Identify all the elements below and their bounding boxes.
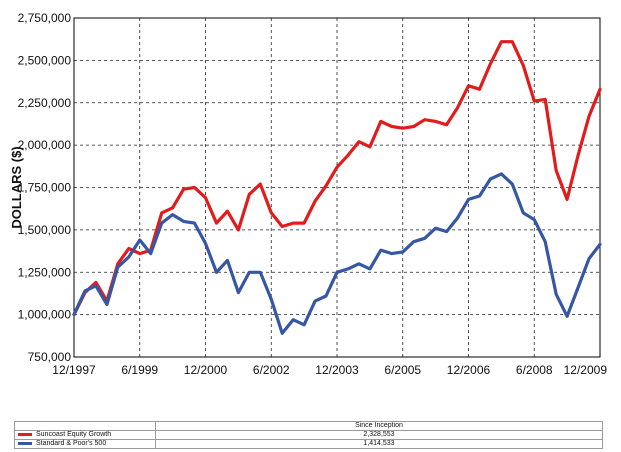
y-tick-label: 1,000,000 <box>18 308 72 322</box>
y-tick-label: 1,250,000 <box>18 265 72 279</box>
x-tick-label: 12/1997 <box>52 363 96 377</box>
x-tick-label: 12/2000 <box>184 363 228 377</box>
table-value: 1,414,533 <box>155 439 603 449</box>
legend-entry: Standard & Poor's 500 <box>14 439 156 449</box>
since-inception-header: Since Inception <box>155 421 603 431</box>
series-line-suncoast <box>72 40 602 317</box>
x-tick-label: 6/2002 <box>253 363 290 377</box>
y-tick-label: 1,750,000 <box>18 181 72 195</box>
y-tick-label: 2,750,000 <box>18 11 72 25</box>
legend-swatch <box>18 441 32 445</box>
table-row: Suncoast Equity Growth 2,328,553 <box>14 430 603 440</box>
table-header-row: Since Inception <box>14 421 603 431</box>
x-tick-label: 12/2006 <box>447 363 491 377</box>
legend-swatch <box>18 432 32 436</box>
legend-label: Standard & Poor's 500 <box>36 440 107 447</box>
legend-entry: Suncoast Equity Growth <box>14 430 156 440</box>
legend-label: Suncoast Equity Growth <box>36 431 112 438</box>
line-chart: 750,000 1,000,000 1,250,000 1,500,000 1,750,… <box>9 11 608 377</box>
table-corner-cell <box>14 421 156 431</box>
table-value: 2,328,553 <box>155 430 603 440</box>
series-line-sp500 <box>72 172 602 335</box>
x-tick-label: 12/2009 <box>564 363 608 377</box>
y-axis-label: DOLLARS ($) <box>9 146 24 228</box>
y-tick-label: 2,500,000 <box>18 53 72 67</box>
x-tick-label: 12/2003 <box>315 363 359 377</box>
table-row: Standard & Poor's 500 1,414,533 <box>14 439 603 449</box>
x-tick-label: 6/2008 <box>516 363 553 377</box>
y-tick-label: 1,500,000 <box>18 223 72 237</box>
y-tick-label: 2,000,000 <box>18 138 72 152</box>
y-tick-label: 750,000 <box>28 350 72 364</box>
x-tick-label: 6/2005 <box>384 363 421 377</box>
y-tick-label: 2,250,000 <box>18 96 72 110</box>
x-tick-label: 6/1999 <box>121 363 158 377</box>
summary-table: Since Inception Suncoast Equity Growth 2… <box>14 421 603 449</box>
